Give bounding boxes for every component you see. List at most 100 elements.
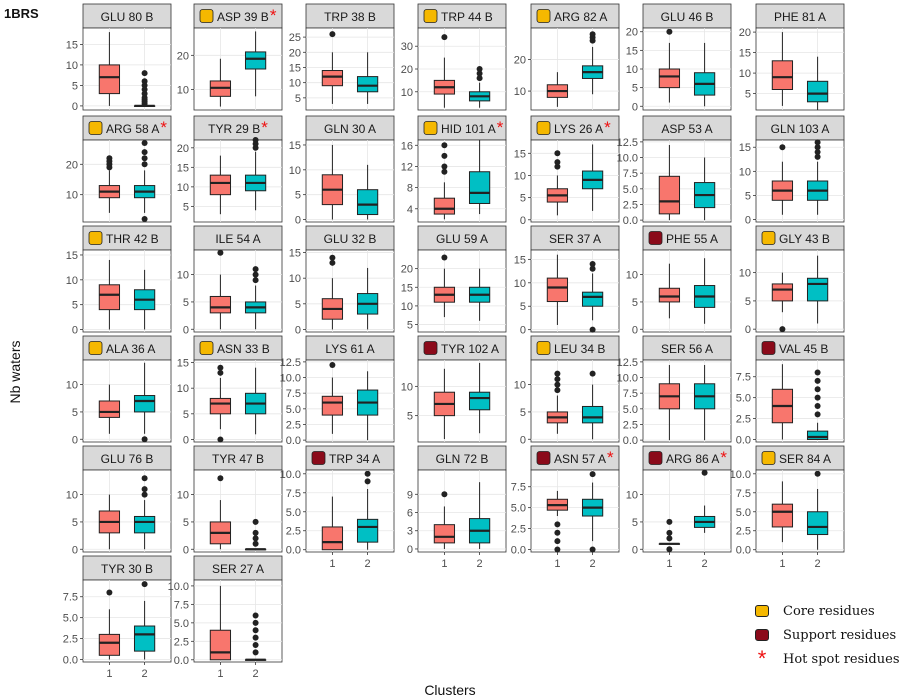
y-tick-label: 7.5 xyxy=(511,482,526,494)
outlier-point xyxy=(364,470,371,477)
x-tick-label: 2 xyxy=(590,558,596,570)
y-tick-label: 10 xyxy=(739,268,751,280)
y-tick-label: 5 xyxy=(520,193,526,205)
y-tick-label: 2.5 xyxy=(63,634,78,646)
y-tick-label: 0 xyxy=(520,434,526,446)
panel-title: GLY 43 B xyxy=(779,232,830,246)
outlier-point xyxy=(252,535,259,542)
panel-strip xyxy=(417,3,507,29)
plot-area xyxy=(530,359,620,443)
panel: TYR 29 B* 5 10 15 20 xyxy=(177,115,283,223)
core-marker-icon xyxy=(88,231,103,245)
y-tick-label: 10 xyxy=(401,301,413,313)
y-tick-label: 0.0 xyxy=(286,545,301,557)
box-cluster-1 xyxy=(433,524,456,544)
panel: PHE 55 A 0 5 10 xyxy=(626,225,732,336)
panel: GLU 59 A 5 10 15 20 xyxy=(401,225,507,333)
outlier-point xyxy=(814,470,821,477)
plot-area xyxy=(82,579,172,663)
panel-title: GLU 32 B xyxy=(324,232,377,246)
outlier-point xyxy=(329,259,336,266)
box-cluster-1 xyxy=(321,526,344,551)
y-tick-label: 0 xyxy=(632,101,638,113)
panel: ASN 33 B 0 5 10 15 xyxy=(177,335,283,446)
legend-item-hotspot: * Hot spot residues xyxy=(755,648,900,670)
y-tick-label: 10 xyxy=(177,85,189,97)
plot-area xyxy=(530,249,620,333)
box-cluster-2 xyxy=(244,51,267,70)
outlier-point xyxy=(814,394,821,401)
y-tick-label: 5.0 xyxy=(63,613,78,625)
panel-title: TRP 34 A xyxy=(329,452,380,466)
outlier-point xyxy=(701,469,708,476)
panel-title: SER 37 A xyxy=(549,232,601,246)
plot-area xyxy=(82,359,172,443)
x-tick-label: 2 xyxy=(477,558,483,570)
box-cluster-2 xyxy=(356,518,379,543)
y-tick-label: 5 xyxy=(745,89,751,101)
panel-title: GLU 46 B xyxy=(661,10,714,24)
y-tick-label: 12.5 xyxy=(617,357,638,369)
panel: GLU 46 B 0 5 10 15 20 xyxy=(626,3,732,113)
plot-area xyxy=(305,139,395,223)
box-cluster-2 xyxy=(133,395,156,413)
panel-title: ARG 82 A xyxy=(554,10,607,24)
y-tick-label: 10 xyxy=(289,165,301,177)
y-tick-label: 0 xyxy=(632,324,638,336)
plot-area xyxy=(82,249,172,333)
core-marker-icon xyxy=(423,121,438,135)
outlier-point xyxy=(141,486,148,493)
panel-title: TRP 38 B xyxy=(324,10,376,24)
y-tick-label: 20 xyxy=(739,27,751,39)
outlier-point xyxy=(589,471,596,478)
box-cluster-1 xyxy=(433,197,456,215)
outlier-point xyxy=(364,478,371,485)
box-cluster-1 xyxy=(658,287,681,303)
y-tick-label: 10.0 xyxy=(730,469,751,481)
plot-area xyxy=(193,27,283,111)
outlier-point xyxy=(554,521,561,528)
y-tick-label: 5 xyxy=(183,201,189,213)
outlier-point xyxy=(106,155,113,162)
y-tick-label: 5 xyxy=(72,300,78,312)
panel: ILE 54 A 0 5 10 xyxy=(177,225,283,336)
panel: GLN 30 A 0 5 10 15 xyxy=(289,115,395,227)
x-tick-label: 1 xyxy=(217,668,223,680)
panel: SER 84 A 0.0 2.5 5.0 7.5 10.0 1 2 xyxy=(730,445,845,570)
box-cluster-2 xyxy=(468,171,491,204)
panel-title: TRP 44 B xyxy=(441,10,493,24)
panel-title: PHE 55 A xyxy=(666,232,718,246)
panel-strip xyxy=(642,335,732,361)
y-tick-label: 0 xyxy=(407,544,413,556)
y-tick-label: 10 xyxy=(626,490,638,502)
panel-title: ARG 58 A* xyxy=(106,118,167,137)
panel-strip xyxy=(305,3,395,29)
outlier-point xyxy=(141,140,148,147)
y-tick-label: 8 xyxy=(407,183,413,195)
y-tick-label: 5 xyxy=(183,517,189,529)
panel: GLU 32 B 0 5 10 15 xyxy=(289,225,395,336)
plot-area xyxy=(417,359,507,443)
box-cluster-1 xyxy=(98,64,121,95)
outlier-point xyxy=(141,436,148,443)
panel: TRP 44 B 10 20 30 xyxy=(401,3,507,111)
outlier-point xyxy=(217,249,224,256)
legend-label-core: Core residues xyxy=(783,603,875,619)
x-tick-label: 1 xyxy=(666,558,672,570)
panel-strip xyxy=(305,225,395,251)
y-tick-label: 5 xyxy=(632,297,638,309)
y-tick-label: 20 xyxy=(401,264,413,276)
outlier-point xyxy=(589,265,596,272)
outlier-point xyxy=(814,144,821,151)
y-tick-label: 2.5 xyxy=(623,419,638,431)
plot-area xyxy=(642,359,732,443)
y-tick-label: 2.5 xyxy=(736,414,751,426)
core-marker-icon xyxy=(536,9,551,23)
plot-area xyxy=(530,139,620,223)
y-tick-label: 10 xyxy=(514,86,526,98)
outlier-point xyxy=(814,377,821,384)
core-marker-icon xyxy=(536,121,551,135)
box-cluster-2 xyxy=(806,430,829,440)
y-tick-label: 7.5 xyxy=(286,388,301,400)
core-marker-icon xyxy=(761,231,776,245)
